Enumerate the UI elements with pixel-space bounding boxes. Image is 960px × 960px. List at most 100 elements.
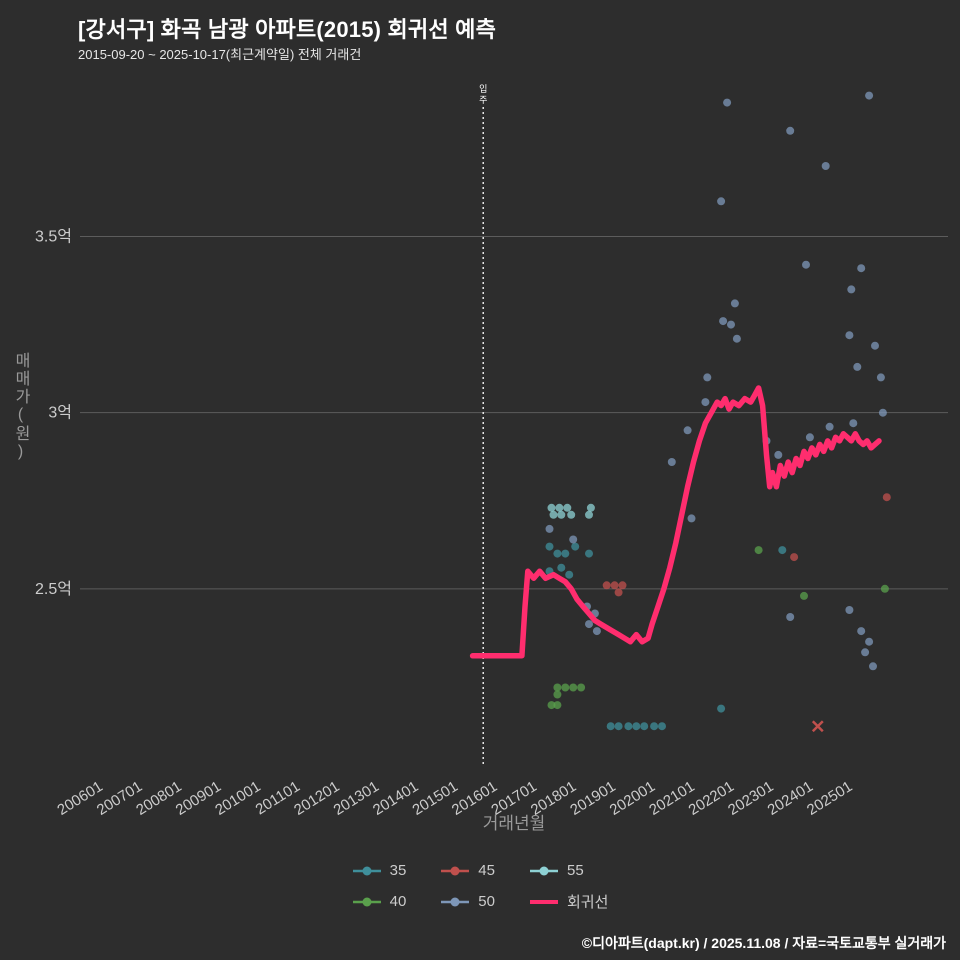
legend-label-55: 55 xyxy=(566,862,584,879)
point-50 xyxy=(786,126,795,135)
x-axis-title: 거래년월 xyxy=(483,814,546,833)
scatter-chart: 2.5억3억3.5억200601200701200801200901201001… xyxy=(35,83,948,833)
point-50 xyxy=(865,91,874,100)
point-40 xyxy=(553,701,562,710)
point-35 xyxy=(717,704,726,713)
point-40 xyxy=(577,683,586,692)
point-50 xyxy=(847,285,856,294)
legend-label-40: 40 xyxy=(389,893,407,910)
x-tick-label: 201001 xyxy=(212,778,263,819)
legend-marker-55 xyxy=(529,866,558,875)
point-35 xyxy=(571,542,580,551)
point-50 xyxy=(723,98,732,107)
point-40 xyxy=(800,591,808,600)
y-tick-label: 3.5억 xyxy=(35,228,72,246)
point-50 xyxy=(585,620,593,629)
point-40 xyxy=(561,683,570,692)
point-50 xyxy=(871,341,879,350)
legend-item-55[interactable]: 55 xyxy=(529,862,608,879)
legend-label-45: 45 xyxy=(478,862,495,879)
point-50 xyxy=(719,317,728,326)
point-50 xyxy=(865,637,874,646)
legend-label-회귀선: 회귀선 xyxy=(566,894,609,911)
chart-subtitle: 2015-09-20 ~ 2025-10-17(최근계약일) 전체 거래건 xyxy=(78,47,362,62)
legend-item-40[interactable]: 40 xyxy=(352,893,407,910)
point-50 xyxy=(845,331,854,340)
point-35 xyxy=(632,722,641,731)
legend-item-45[interactable]: 45 xyxy=(440,862,495,879)
point-40 xyxy=(754,546,763,555)
legend-marker-45 xyxy=(441,866,470,875)
point-55 xyxy=(557,510,566,519)
point-35 xyxy=(585,549,593,558)
point-45 xyxy=(614,588,623,597)
point-50 xyxy=(569,535,578,544)
legend-marker-50 xyxy=(441,897,470,906)
point-45 xyxy=(618,581,627,590)
point-50 xyxy=(667,458,676,466)
point-50 xyxy=(687,514,696,523)
point-50 xyxy=(727,320,735,329)
point-35 xyxy=(545,542,554,551)
point-50 xyxy=(876,373,885,382)
legend-item-회귀선[interactable]: 회귀선 xyxy=(529,891,608,912)
x-tick-label: 202501 xyxy=(804,778,855,819)
point-35 xyxy=(658,722,666,731)
point-35 xyxy=(553,549,562,558)
point-50 xyxy=(857,264,866,273)
point-50 xyxy=(878,408,887,417)
point-55 xyxy=(555,503,564,512)
point-50 xyxy=(825,422,834,431)
move-in-label: 주 xyxy=(479,95,487,105)
point-40 xyxy=(553,683,562,692)
point-50 xyxy=(805,433,814,442)
point-35 xyxy=(640,722,649,731)
y-tick-label: 3억 xyxy=(48,404,72,422)
legend-marker-40 xyxy=(352,897,381,906)
point-50 xyxy=(774,450,783,459)
chart-title: [강서구] 화곡 남광 아파트(2015) 회귀선 예측 xyxy=(78,17,497,42)
point-35 xyxy=(565,570,574,579)
legend-item-50[interactable]: 50 xyxy=(440,893,495,910)
point-55 xyxy=(547,503,556,512)
point-50 xyxy=(802,260,810,269)
point-45 xyxy=(602,581,611,590)
point-45 xyxy=(610,581,619,590)
point-55 xyxy=(586,503,595,512)
move-in-label: 입 xyxy=(479,83,487,94)
point-50 xyxy=(717,197,726,206)
point-40 xyxy=(547,701,556,710)
point-35 xyxy=(624,722,633,731)
point-50 xyxy=(821,162,830,170)
y-axis-title: 매매가(원) xyxy=(12,352,29,462)
point-50 xyxy=(732,334,741,343)
footer-credit: ©디아파트(dapt.kr) / 2025.11.08 / 자료=국토교통부 실… xyxy=(581,935,946,951)
point-50 xyxy=(786,613,795,621)
point-45 xyxy=(790,553,799,562)
legend-label-35: 35 xyxy=(389,862,407,879)
point-45 xyxy=(882,493,891,502)
legend-marker-35 xyxy=(352,866,381,875)
point-40 xyxy=(553,690,562,699)
point-35 xyxy=(557,563,566,572)
point-35 xyxy=(778,546,787,555)
point-35 xyxy=(650,722,659,731)
point-35 xyxy=(606,722,615,731)
point-50 xyxy=(703,373,712,382)
legend-label-50: 50 xyxy=(478,893,495,910)
point-50 xyxy=(853,362,862,371)
x-marker-45 xyxy=(811,720,824,733)
point-50 xyxy=(592,627,601,636)
point-55 xyxy=(567,510,576,519)
point-55 xyxy=(585,510,593,519)
point-50 xyxy=(683,426,692,435)
point-50 xyxy=(730,299,739,308)
point-50 xyxy=(849,419,858,428)
legend: 35 45 55 40 50 회귀선 xyxy=(0,862,960,912)
point-40 xyxy=(569,683,578,692)
point-50 xyxy=(545,524,554,533)
point-35 xyxy=(614,722,623,731)
y-tick-label: 2.5억 xyxy=(35,580,72,598)
point-50 xyxy=(869,662,877,671)
legend-item-35[interactable]: 35 xyxy=(352,862,407,879)
